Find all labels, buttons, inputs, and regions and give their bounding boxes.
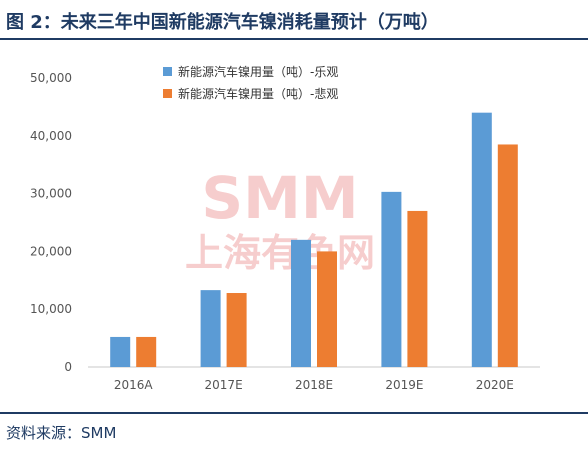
x-tick-label: 2020E: [476, 378, 514, 392]
x-tick-label: 2018E: [295, 378, 333, 392]
x-axis: 2016A 2017E 2018E 2019E 2020E: [114, 378, 514, 392]
y-tick-label: 50,000: [30, 71, 72, 85]
legend-label: 新能源汽车镍用量（吨）-乐观: [178, 64, 338, 79]
legend-swatch: [163, 89, 172, 98]
x-tick-label: 2017E: [205, 378, 243, 392]
bar-optimistic-2017E: [200, 290, 221, 367]
watermark-latin: SMM: [201, 164, 358, 232]
bar-pessimistic-2017E: [226, 293, 247, 367]
page-title: 图 2：未来三年中国新能源汽车镍消耗量预计（万吨）: [6, 12, 439, 33]
bar-chart: SMM 上海有色网 0 10,000 20,000 30,000 40,000 50,00…: [30, 64, 540, 392]
x-tick-label: 2016A: [114, 378, 154, 392]
bottom-rule: [0, 412, 588, 414]
bar-optimistic-2019E: [381, 191, 402, 367]
title-bar: 图 2：未来三年中国新能源汽车镍消耗量预计（万吨）: [0, 0, 588, 40]
y-tick-label: 0: [64, 360, 72, 374]
source-note: 资料来源：SMM: [6, 424, 117, 442]
watermark-chinese: 上海有色网: [185, 231, 375, 275]
y-axis: 0 10,000 20,000 30,000 40,000 50,000: [30, 71, 72, 374]
bar-pessimistic-2018E: [317, 251, 337, 367]
watermark: SMM 上海有色网: [185, 164, 375, 275]
bar-optimistic-2018E: [291, 239, 311, 367]
legend-swatch: [163, 67, 172, 76]
bar-optimistic-2016A: [110, 336, 131, 367]
y-tick-label: 20,000: [30, 244, 72, 258]
x-tick-label: 2019E: [385, 378, 423, 392]
title-rule: [0, 38, 588, 40]
bar-pessimistic-2020E: [497, 144, 518, 367]
bar-pessimistic-2019E: [407, 210, 428, 367]
bar-pessimistic-2016A: [136, 336, 157, 367]
y-tick-label: 40,000: [30, 129, 72, 143]
y-tick-label: 30,000: [30, 187, 72, 201]
bars-group: [110, 112, 518, 368]
bar-optimistic-2020E: [471, 112, 492, 368]
legend-label: 新能源汽车镍用量（吨）-悲观: [178, 86, 338, 101]
y-tick-label: 10,000: [30, 302, 72, 316]
